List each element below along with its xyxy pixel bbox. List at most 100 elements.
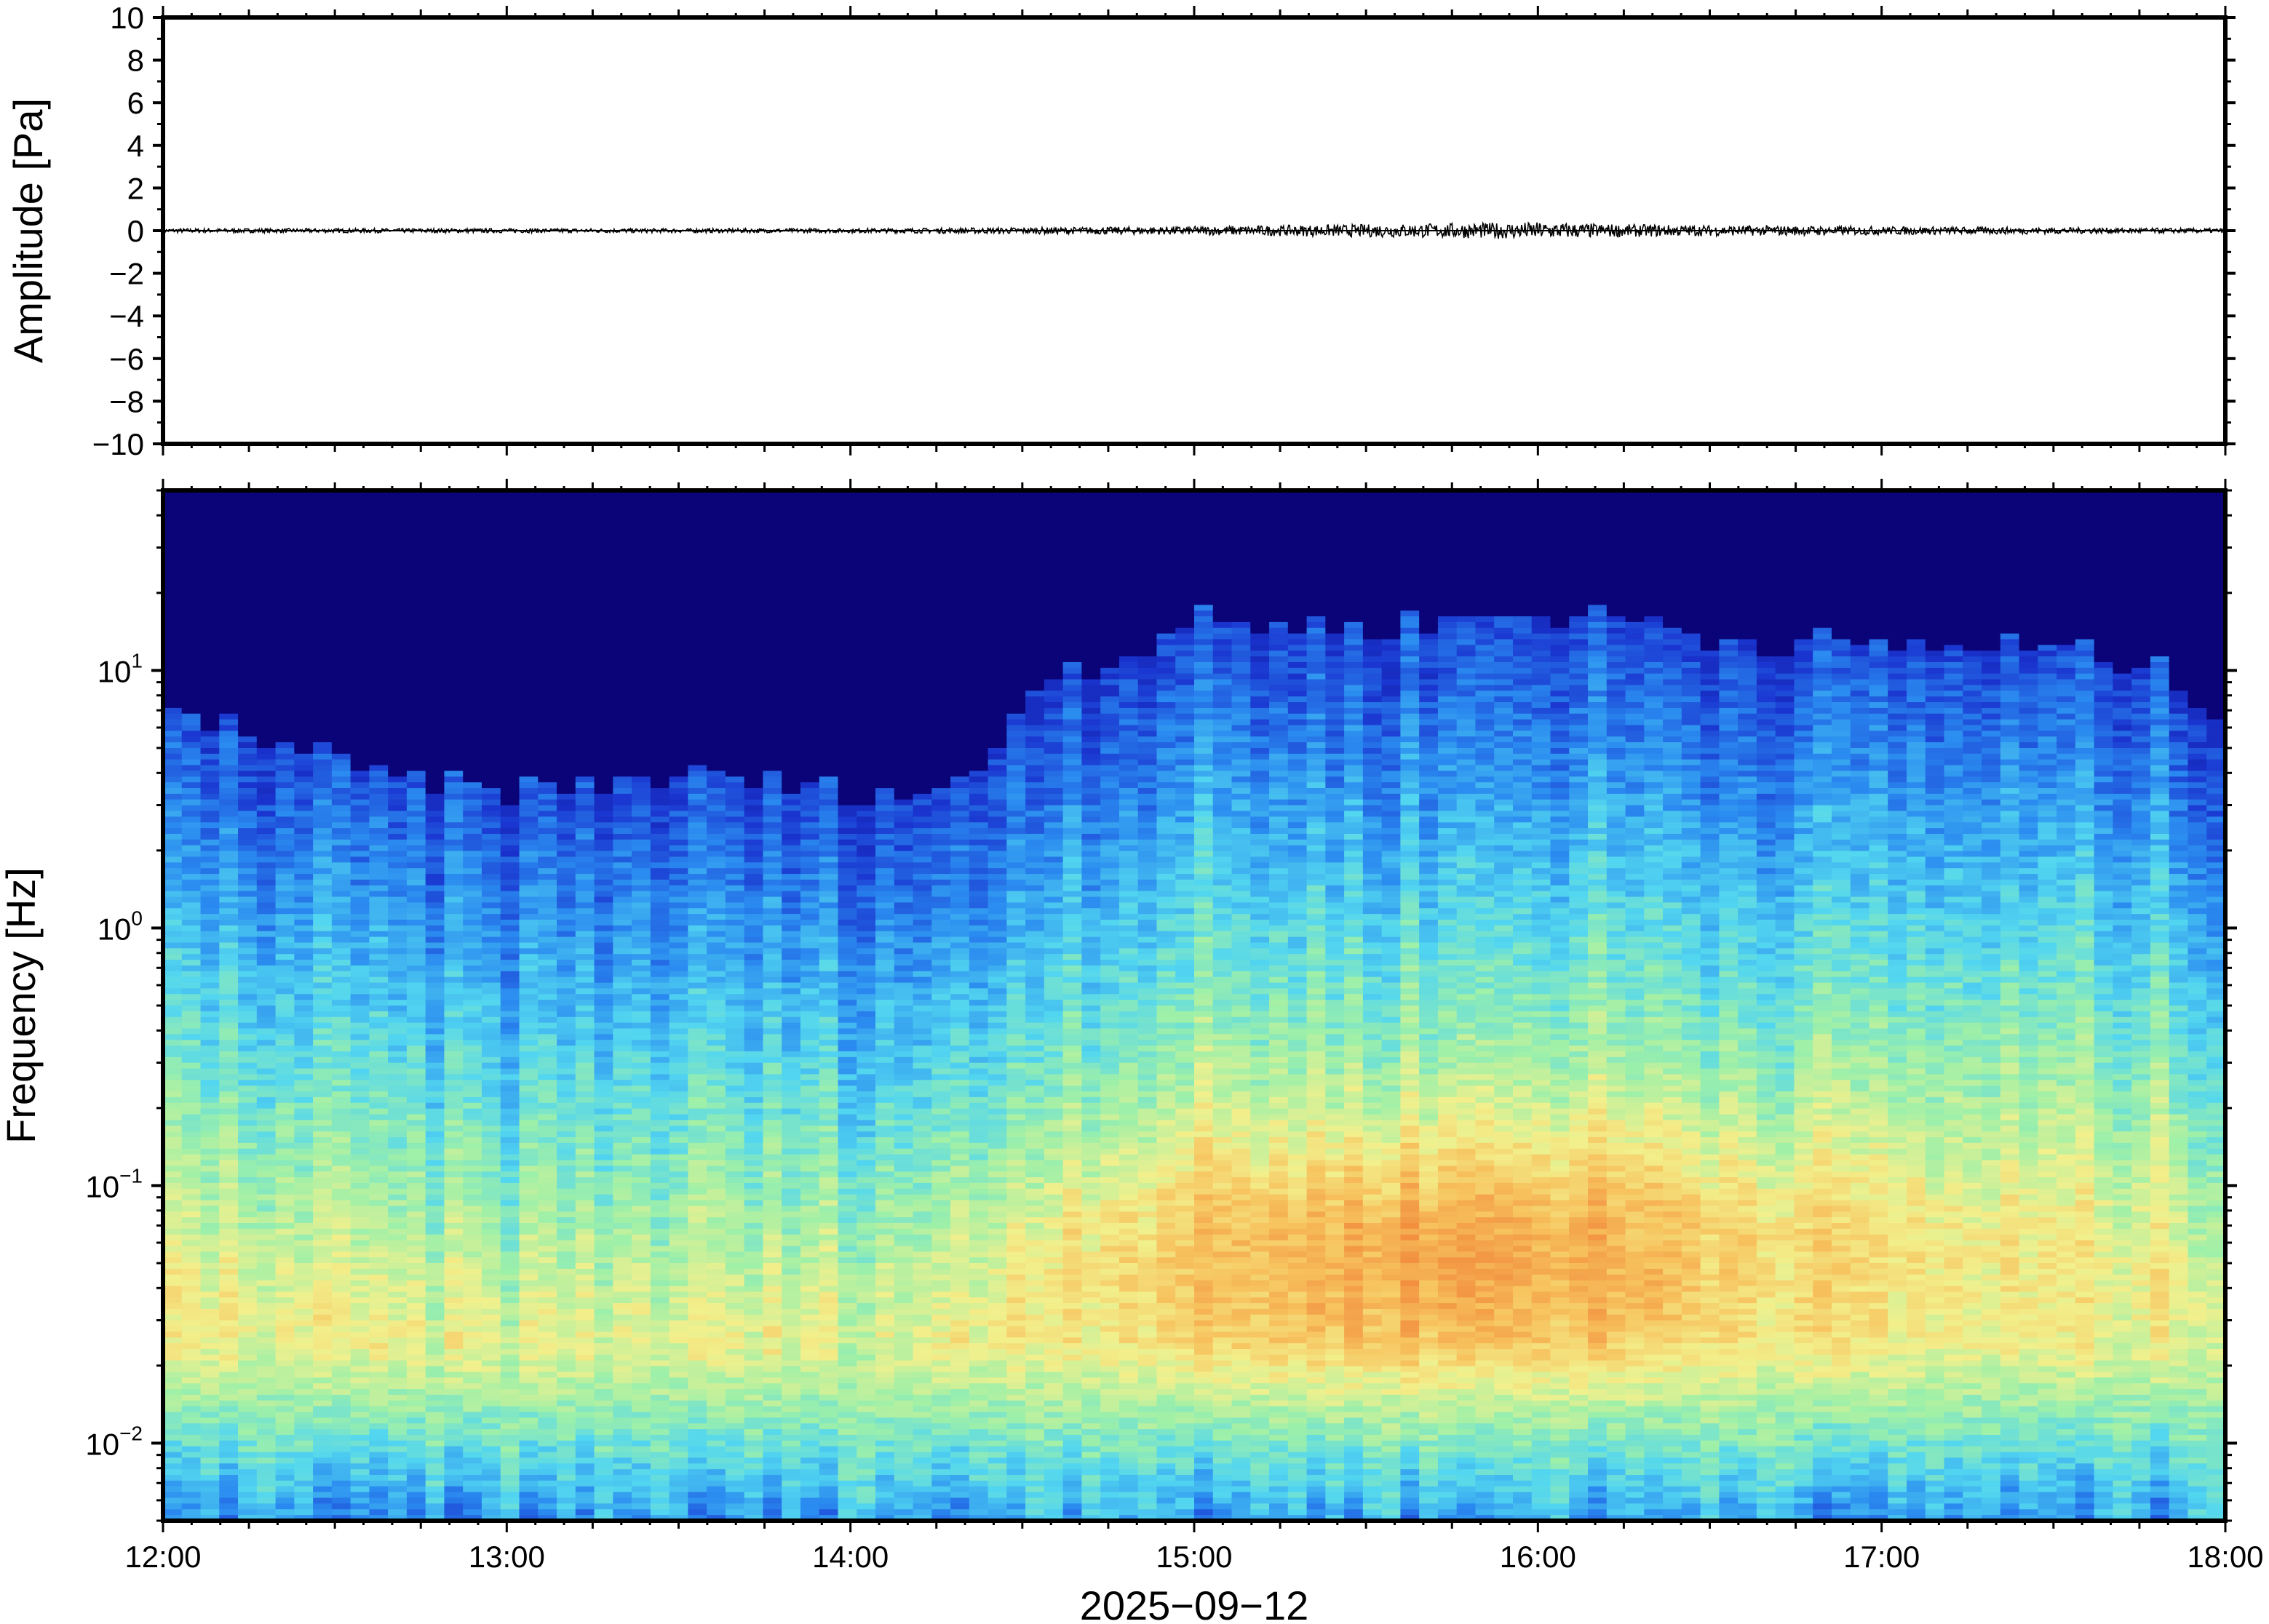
spectrogram-cell — [331, 1349, 351, 1356]
spectrogram-cell — [163, 1320, 183, 1327]
spectrogram-cell — [444, 994, 464, 1000]
spectrogram-cell — [350, 891, 370, 898]
spectrogram-cell — [388, 565, 408, 571]
spectrogram-cell — [256, 605, 277, 611]
spectrogram-cell — [575, 1062, 595, 1070]
spectrogram-cell — [238, 828, 258, 835]
spectrogram-cell — [538, 799, 557, 806]
spectrogram-cell — [388, 1349, 408, 1356]
spectrogram-cell — [650, 862, 670, 869]
spectrogram-cell — [388, 1160, 408, 1167]
spectrogram-cell — [463, 1286, 482, 1293]
spectrogram-cell — [181, 799, 202, 806]
spectrogram-cell — [575, 1188, 595, 1195]
spectrogram-cell — [594, 685, 614, 692]
spectrogram-cell — [331, 874, 351, 880]
spectrogram-cell — [463, 627, 482, 634]
spectrogram-cell — [294, 828, 314, 835]
spectrogram-cell — [444, 696, 464, 703]
spectrogram-cell — [275, 1108, 295, 1115]
spectrogram-cell — [500, 942, 520, 950]
spectrogram-cell — [350, 1056, 370, 1064]
spectrogram-cell — [613, 1366, 632, 1373]
spectrogram-cell — [275, 1406, 295, 1413]
spectrogram-cell — [481, 1423, 501, 1430]
spectrogram-cell — [500, 920, 520, 926]
spectrogram-cell — [557, 1326, 576, 1333]
spectrogram-cell — [200, 851, 220, 858]
spectrogram-cell — [200, 1160, 220, 1167]
spectrogram-cell — [425, 1463, 445, 1470]
spectrogram-cell — [575, 1142, 595, 1150]
spectrogram-cell — [181, 1137, 202, 1144]
spectrogram-cell — [313, 553, 333, 560]
spectrogram-cell — [331, 960, 351, 966]
spectrogram-cell — [331, 931, 351, 938]
spectrogram-cell — [575, 1326, 595, 1333]
spectrogram-cell — [575, 553, 595, 560]
spectrogram-cell — [481, 576, 501, 583]
spectrogram-cell — [238, 868, 258, 875]
spectrogram-cell — [350, 525, 370, 531]
spectrogram-cell — [331, 559, 351, 566]
spectrogram-cell — [181, 1062, 202, 1070]
spectrogram-cell — [406, 621, 426, 629]
spectrogram-cell — [444, 1240, 464, 1247]
spectrogram-cell — [481, 1086, 501, 1092]
spectrogram-cell — [594, 765, 614, 772]
spectrogram-cell — [481, 1417, 501, 1425]
spectrogram-cell — [463, 1320, 482, 1327]
spectrogram-cell — [613, 1016, 632, 1024]
spectrogram-cell — [406, 1509, 426, 1516]
spectrogram-cell — [538, 1240, 557, 1247]
spectrogram-cell — [444, 1417, 464, 1425]
spectrogram-cell — [219, 1016, 239, 1024]
spectrogram-cell — [594, 621, 614, 629]
spectrogram-cell — [275, 1469, 295, 1476]
spectrogram-cell — [500, 1372, 520, 1379]
spectrogram-cell — [425, 1000, 445, 1006]
spectrogram-cell — [181, 656, 202, 663]
spectrogram-cell — [406, 982, 426, 990]
spectrogram-cell — [331, 1080, 351, 1086]
spectrogram-cell — [481, 1354, 501, 1361]
spectrogram-cell — [238, 1062, 258, 1070]
spectrogram-cell — [219, 587, 239, 594]
spectrogram-cell — [500, 1137, 520, 1144]
spectrogram-cell — [594, 656, 614, 663]
spectrogram-cell — [200, 696, 220, 703]
spectrogram-cell — [238, 725, 258, 732]
spectrogram-cell — [463, 782, 482, 789]
spectrogram-cell — [481, 1383, 501, 1390]
spectrogram-cell — [632, 748, 651, 755]
spectrogram-cell — [200, 1120, 220, 1126]
spectrogram-cell — [557, 1497, 576, 1505]
spectrogram-cell — [200, 547, 220, 554]
spectrogram-cell — [200, 593, 220, 600]
spectrogram-cell — [575, 570, 595, 577]
spectrogram-cell — [519, 856, 539, 864]
spectrogram-cell — [256, 1206, 277, 1212]
spectrogram-cell — [275, 891, 295, 898]
spectrogram-cell — [388, 1297, 408, 1304]
spectrogram-cell — [650, 1051, 670, 1058]
spectrogram-cell — [294, 1446, 314, 1453]
spectrogram-cell — [294, 799, 314, 806]
spectrogram-cell — [275, 1349, 295, 1356]
spectrogram-cell — [238, 1217, 258, 1224]
spectrogram-cell — [575, 719, 595, 726]
spectrogram-cell — [425, 1412, 445, 1419]
spectrogram-cell — [256, 822, 277, 829]
spectrogram-cell — [632, 495, 651, 503]
spectrogram-cell — [219, 1051, 239, 1058]
spectrogram-cell — [575, 1120, 595, 1126]
spectrogram-cell — [538, 605, 557, 611]
spectrogram-cell — [650, 891, 670, 898]
spectrogram-cell — [575, 845, 595, 852]
spectrogram-cell — [313, 1142, 333, 1150]
spectrogram-cell — [163, 656, 183, 663]
spectrogram-cell — [632, 1383, 651, 1390]
amplitude-y-tick-label: 8 — [127, 44, 144, 78]
spectrogram-cell — [200, 736, 220, 743]
spectrogram-cell — [256, 1114, 277, 1121]
